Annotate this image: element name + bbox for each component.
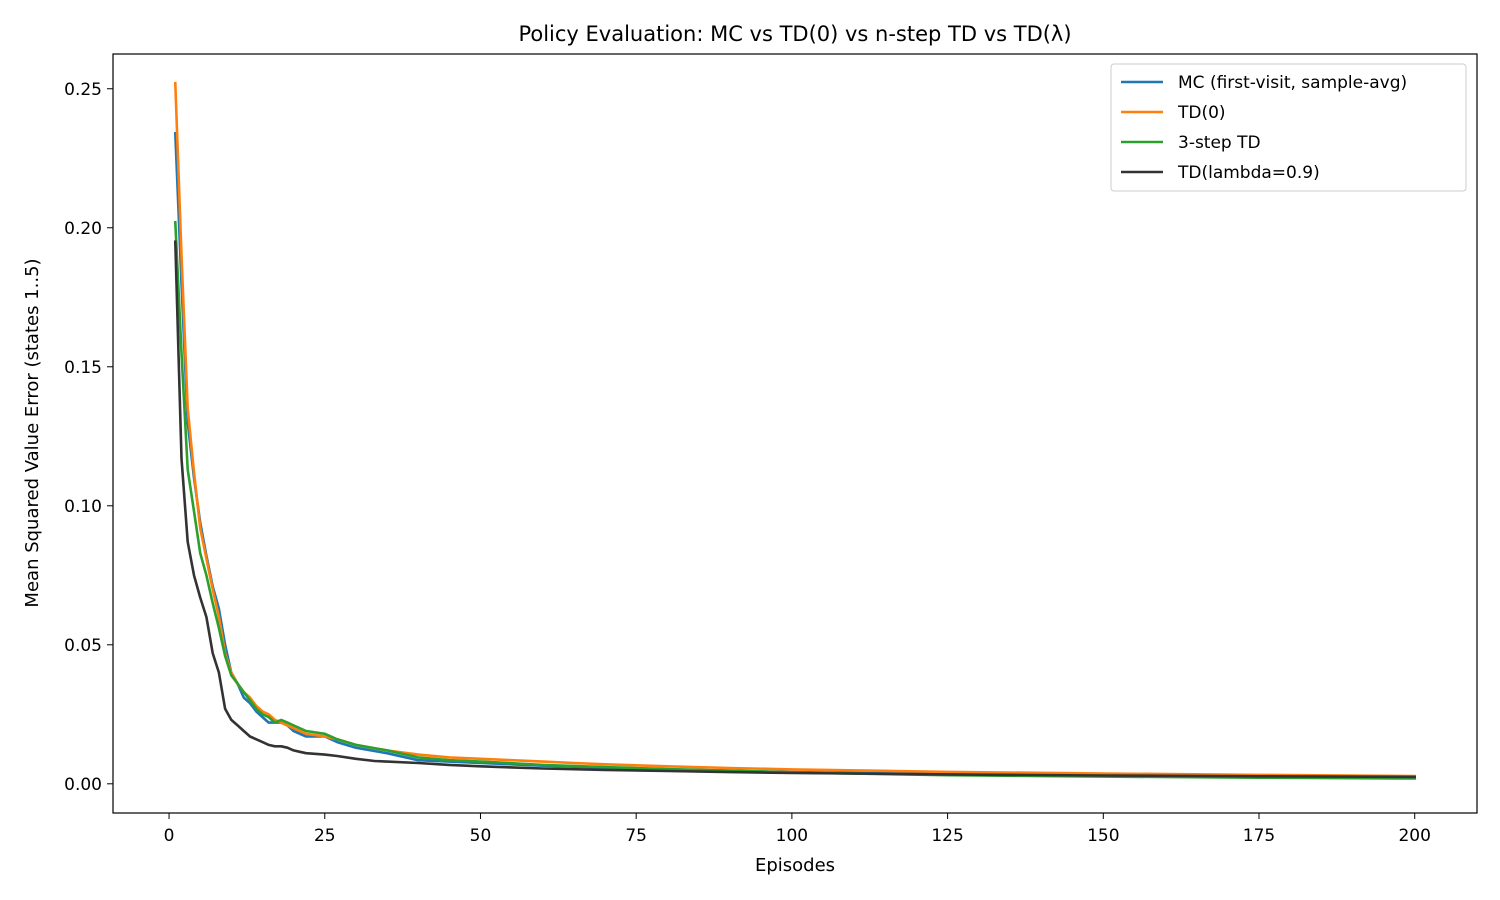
x-tick-label: 0 (164, 826, 175, 846)
x-tick-label: 100 (776, 826, 808, 846)
chart-title: Policy Evaluation: MC vs TD(0) vs n-step… (518, 22, 1071, 46)
y-axis-label: Mean Squared Value Error (states 1..5) (22, 258, 43, 607)
x-tick-label: 50 (470, 826, 492, 846)
legend-label: TD(lambda=0.9) (1177, 163, 1320, 183)
y-tick-label: 0.15 (64, 358, 102, 378)
x-tick-label: 175 (1243, 826, 1275, 846)
x-tick-label: 125 (931, 826, 963, 846)
x-axis: 0 25 50 75 100 125 150 175 200 (164, 813, 1431, 846)
series-line-2 (173, 220, 1417, 780)
legend: MC (first-visit, sample-avg) TD(0) 3-step … (1110, 63, 1467, 192)
x-axis-label: Episodes (755, 855, 835, 876)
legend-label: TD(0) (1177, 103, 1226, 123)
legend-box (1110, 63, 1467, 192)
x-tick-label: 25 (314, 826, 336, 846)
x-tick-label: 75 (625, 826, 647, 846)
series-line-3 (173, 240, 1417, 779)
legend-label: MC (first-visit, sample-avg) (1178, 73, 1407, 93)
series-line-1 (173, 81, 1417, 778)
series-layer (173, 81, 1417, 780)
y-tick-label: 0.05 (64, 636, 102, 656)
x-tick-label: 200 (1398, 826, 1430, 846)
legend-label: 3-step TD (1178, 133, 1261, 153)
y-tick-label: 0.20 (64, 219, 102, 239)
x-tick-label: 150 (1087, 826, 1119, 846)
y-axis: 0.00 0.05 0.10 0.15 0.20 0.25 (64, 80, 113, 795)
plot-frame (112, 53, 1478, 814)
y-tick-label: 0.00 (64, 775, 102, 795)
y-tick-label: 0.10 (64, 497, 102, 517)
y-tick-label: 0.25 (64, 80, 102, 100)
